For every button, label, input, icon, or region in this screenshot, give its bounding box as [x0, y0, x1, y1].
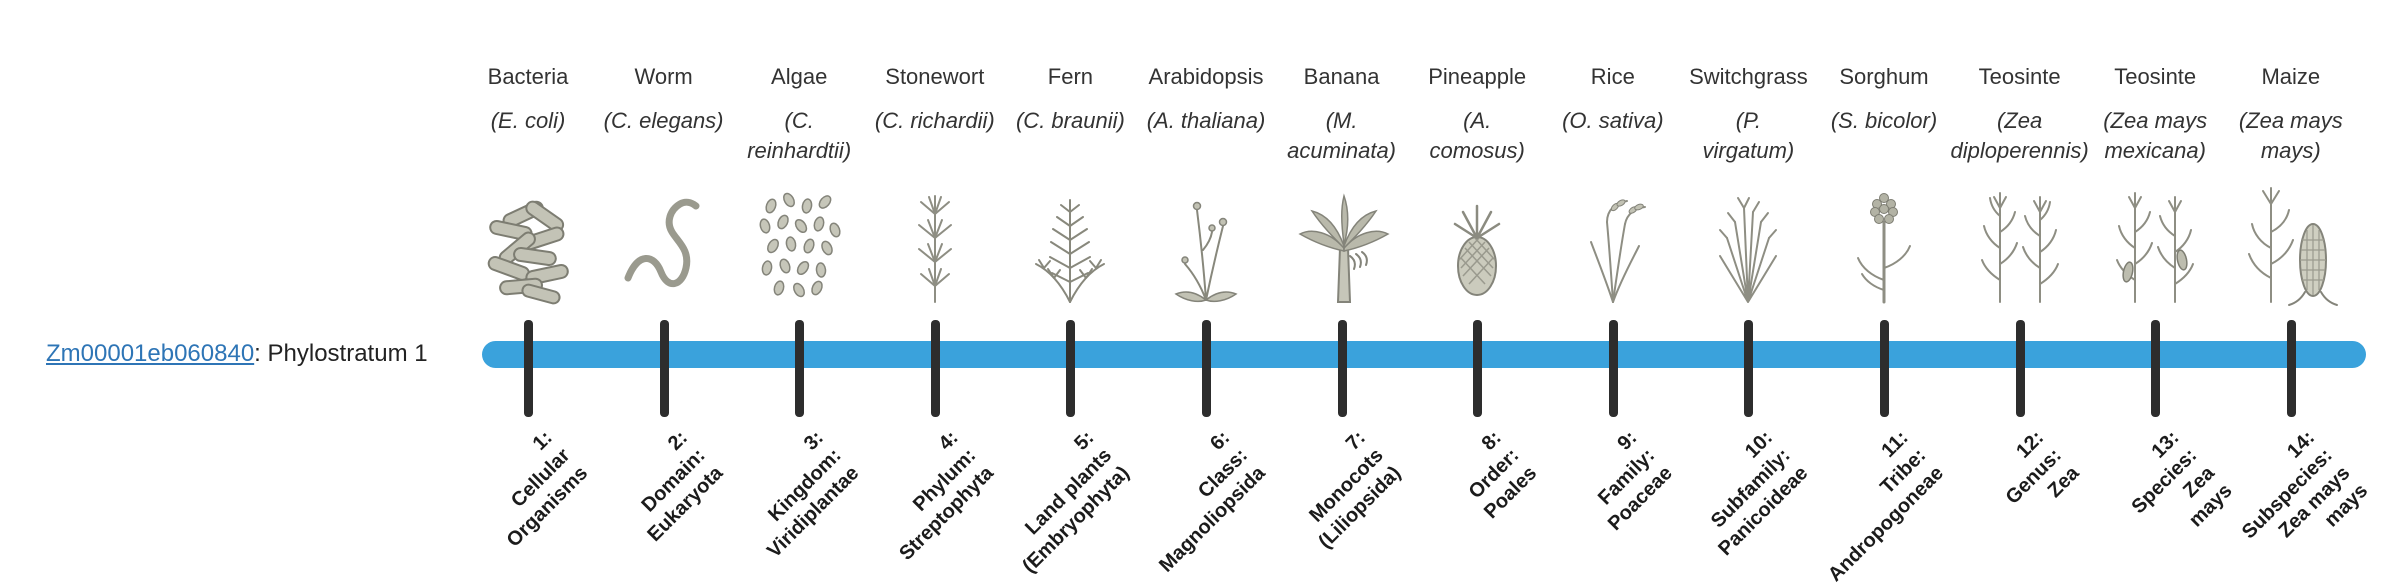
stratum-label: 13: Species: Zea mays [2127, 426, 2237, 532]
timeline-tick [2286, 320, 2296, 417]
organism-scientific-name: (C. elegans) [603, 108, 724, 133]
stratum-label: 3: Kingdom: Viridiplantae [762, 426, 863, 563]
timeline-tick [1473, 320, 1483, 417]
stratum-label: 4: Phylum: Streptophyta [895, 426, 999, 565]
timeline-tick [930, 320, 940, 417]
organism-scientific-name: (E. coli) [490, 108, 566, 133]
timeline-tick [1608, 320, 1618, 417]
organism-name: Bacteria [487, 64, 569, 89]
stonewort-icon [885, 180, 985, 310]
switchgrass-icon [1698, 180, 1798, 310]
fern-icon [1020, 180, 1120, 310]
timeline-tick [1202, 320, 1211, 417]
maize-icon [2241, 180, 2341, 310]
organism-scientific-name: (P. virgatum) [1702, 108, 1795, 163]
organism-name: Banana [1303, 64, 1380, 89]
timeline-tick [1337, 320, 1347, 417]
rice-icon [1563, 180, 1663, 310]
bacteria-icon [478, 180, 578, 310]
organism-scientific-name: (C. richardii) [874, 108, 995, 133]
stratum-label: 14: Subspecies: Zea mays mays [2237, 426, 2373, 544]
stratum-label: 11: Tribe: Andropogoneae [1823, 426, 1948, 587]
timeline-tick [1880, 320, 1889, 417]
pineapple-icon [1427, 180, 1527, 310]
timeline-tick [1066, 320, 1076, 417]
organism-scientific-name: (O. sativa) [1562, 108, 1664, 133]
stratum-label: 5: Land plants (Embryophyta) [1018, 426, 1135, 578]
timeline-tick [1744, 320, 1754, 417]
organism-name: Teosinte [2114, 64, 2197, 89]
organism-scientific-name: (A. comosus) [1429, 108, 1525, 163]
organism-scientific-name: (C. braunii) [1015, 108, 1125, 133]
organism-name: Algae [771, 64, 828, 89]
organism-name: Stonewort [885, 64, 985, 89]
stratum-label: 6: Class: Magnoliopsida [1155, 426, 1270, 577]
organism-scientific-name: (C. reinhardtii) [747, 108, 852, 163]
organism-scientific-name: (Zea mays mays) [2238, 108, 2343, 163]
timeline-tick [659, 320, 669, 417]
organism-name: Worm [634, 64, 693, 89]
stratum-label: 8: Order: Poales [1464, 426, 1541, 524]
organism-name: Maize [2261, 64, 2321, 89]
timeline-tick [2151, 320, 2161, 417]
stratum-label: 2: Domain: Eukaryota [637, 426, 728, 547]
timeline-tick [795, 320, 805, 417]
organism-scientific-name: (M. acuminata) [1287, 108, 1397, 163]
organism-name: Arabidopsis [1148, 64, 1264, 89]
stratum-label: 12: Genus: Zea [2001, 426, 2084, 509]
gene-label: Zm00001eb060840: Phylostratum 1 [46, 340, 428, 368]
organism-scientific-name: (S. bicolor) [1830, 108, 1938, 133]
stratum-label: 10: Subfamily: Panicoideae [1706, 426, 1813, 561]
organism-name: Sorghum [1839, 64, 1929, 89]
stratum-label: 7: Monocots (Liliopsida) [1305, 426, 1406, 554]
organism-name: Pineapple [1428, 64, 1527, 89]
timeline-tick [524, 320, 533, 417]
organism-name: Switchgrass [1689, 64, 1808, 89]
sorghum-icon [1834, 180, 1934, 310]
organism-name: Fern [1047, 64, 1094, 89]
banana-icon [1292, 180, 1392, 310]
teosinte-mexicana-icon [2105, 180, 2205, 310]
gene-label-suffix: : Phylostratum 1 [254, 340, 428, 367]
stratum-label: 1: Cellular Organisms [502, 426, 592, 552]
arabidopsis-icon [1156, 180, 1256, 310]
organism-scientific-name: (A. thaliana) [1146, 108, 1266, 133]
organism-name: Rice [1590, 64, 1635, 89]
stratum-label: 9: Family: Poaceae [1593, 426, 1677, 536]
gene-id-link[interactable]: Zm00001eb060840 [46, 340, 255, 367]
timeline-bar [482, 341, 2366, 368]
organism-scientific-name: (Zea mays mexicana) [2103, 108, 2208, 163]
algae-icon [749, 180, 849, 310]
timeline-tick [2015, 320, 2025, 417]
organism-name: Teosinte [1978, 64, 2061, 89]
worm-icon [614, 180, 714, 310]
teosinte-diploperennis-icon [1970, 180, 2070, 310]
organism-scientific-name: (Zea diploperennis) [1950, 108, 2089, 163]
